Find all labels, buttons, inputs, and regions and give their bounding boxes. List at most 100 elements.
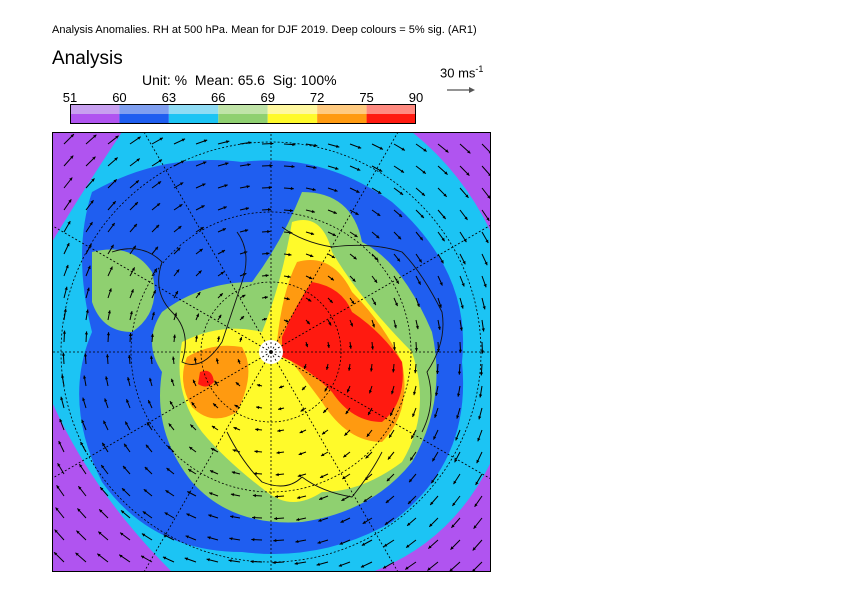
wind-vector-head bbox=[286, 297, 290, 301]
wind-vector-head bbox=[235, 382, 240, 386]
wind-vector-head bbox=[198, 270, 202, 274]
colorbar-swatch bbox=[366, 114, 416, 124]
longitude-line bbox=[52, 351, 272, 479]
wind-vector-head bbox=[83, 375, 87, 379]
wind-vector-head bbox=[458, 349, 462, 353]
wind-vector-head bbox=[62, 330, 66, 334]
wind-vector-head bbox=[479, 372, 484, 376]
wind-vector-head bbox=[303, 365, 307, 369]
wind-vector-head bbox=[472, 547, 476, 551]
wind-vector-head bbox=[143, 489, 148, 493]
colorbar-swatch-pale bbox=[267, 104, 318, 114]
wind-vector-head bbox=[417, 281, 421, 285]
wind-vector-head bbox=[451, 524, 455, 528]
colorbar-swatch-pale bbox=[366, 104, 416, 114]
wind-vector-head bbox=[230, 515, 234, 519]
wind-vector-head bbox=[344, 432, 348, 436]
wind-vector-head bbox=[158, 159, 162, 163]
wind-vector-head bbox=[407, 522, 411, 526]
wind-vector-head bbox=[126, 399, 130, 403]
wind-vector-head bbox=[104, 398, 108, 402]
wind-vector-head bbox=[189, 446, 193, 450]
wind-vector-head bbox=[341, 497, 345, 501]
longitude-line bbox=[143, 132, 272, 353]
wind-vector-head bbox=[377, 190, 382, 194]
wind-vector-head bbox=[130, 289, 134, 293]
wind-vector-head bbox=[82, 397, 86, 401]
wind-vector-head bbox=[184, 557, 189, 561]
wind-vector-head bbox=[353, 256, 357, 260]
wind-vector-head bbox=[64, 286, 68, 290]
wind-vector-head bbox=[420, 214, 424, 218]
wind-vector-head bbox=[135, 180, 139, 184]
colorbar-tick-label: 60 bbox=[112, 90, 127, 105]
wind-vector-head bbox=[239, 337, 243, 341]
wind-vector-head bbox=[200, 227, 204, 231]
wind-vector-head bbox=[411, 435, 415, 439]
wind-vector-head bbox=[252, 516, 256, 520]
wind-vector-head bbox=[59, 418, 63, 423]
wind-vector-head bbox=[295, 539, 299, 543]
wind-vector-head bbox=[274, 516, 278, 521]
wind-vector-head bbox=[302, 386, 306, 391]
wind-vector-head bbox=[482, 306, 486, 310]
wind-vector-head bbox=[485, 239, 489, 243]
wind-vector-head bbox=[269, 164, 273, 168]
wind-vector-head bbox=[55, 507, 59, 511]
wind-vector-head bbox=[119, 554, 123, 558]
wind-vector-head bbox=[122, 488, 126, 492]
wind-vector-head bbox=[210, 448, 215, 452]
wind-vector-head bbox=[360, 564, 365, 568]
wind-vector-head bbox=[63, 308, 67, 312]
wind-vector-head bbox=[487, 195, 491, 199]
wind-vector-head bbox=[321, 453, 325, 456]
wind-vector-head bbox=[413, 370, 418, 374]
wind-vector-head bbox=[263, 317, 267, 321]
wind-vector-head bbox=[162, 556, 167, 560]
wind-vector-head bbox=[325, 366, 329, 370]
wind-vector-head bbox=[385, 499, 390, 503]
wind-vector-head bbox=[251, 538, 255, 542]
wind-vector-head bbox=[431, 479, 435, 484]
wind-vector-head bbox=[266, 252, 270, 256]
wind-vector-head bbox=[435, 392, 439, 396]
wind-vector-head bbox=[76, 530, 80, 534]
wind-vector-head bbox=[172, 334, 177, 338]
wind-vector-head bbox=[413, 391, 417, 396]
wind-vector-head bbox=[178, 226, 182, 230]
lat-lon-grid bbox=[52, 132, 491, 572]
wind-vector-head bbox=[170, 378, 174, 383]
wind-vector-head bbox=[187, 491, 191, 495]
wind-vector-head bbox=[170, 401, 173, 405]
wind-vector-head bbox=[237, 359, 241, 363]
wind-vector-head bbox=[391, 390, 395, 395]
wind-vector-head bbox=[254, 450, 258, 454]
wind-vector-head bbox=[192, 379, 196, 384]
longitude-line bbox=[270, 351, 399, 572]
coastline bbox=[111, 226, 444, 498]
wind-vector-head bbox=[151, 311, 155, 316]
wind-vector-head bbox=[394, 302, 398, 307]
wind-vector-head bbox=[131, 267, 135, 271]
wind-vector-head bbox=[438, 304, 442, 308]
wind-vector-head bbox=[61, 352, 66, 356]
wind-vector-head bbox=[100, 487, 104, 491]
wind-vector-head bbox=[113, 179, 117, 183]
wind-vector-head bbox=[80, 441, 84, 446]
wind-vector-head bbox=[272, 560, 276, 565]
wind-vector-head bbox=[168, 423, 172, 427]
wind-vector-head bbox=[457, 371, 462, 375]
wind-vector-head bbox=[248, 141, 252, 145]
wind-vector-head bbox=[354, 234, 358, 237]
wind-vector-head bbox=[401, 147, 405, 151]
wind-vector-head bbox=[209, 492, 213, 496]
wind-vector-head bbox=[366, 433, 370, 437]
wind-vector-head bbox=[285, 319, 289, 323]
wind-vector-head bbox=[57, 463, 61, 467]
wind-vector-head bbox=[317, 540, 321, 544]
wind-vector-head bbox=[439, 282, 443, 286]
wind-vector-head bbox=[480, 350, 484, 354]
wind-vector-head bbox=[474, 503, 478, 507]
wind-vector-head bbox=[68, 199, 72, 203]
wind-vector-head bbox=[336, 144, 340, 148]
